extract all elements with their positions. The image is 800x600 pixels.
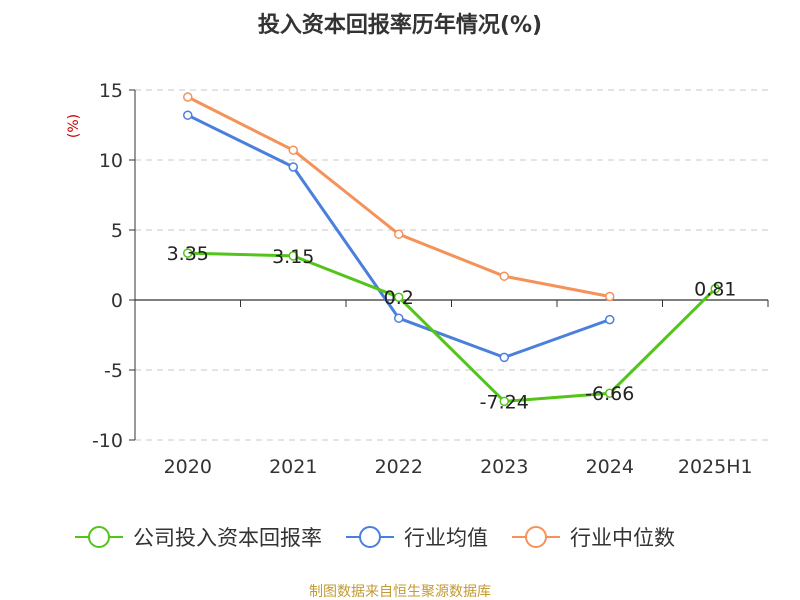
data-point [394,229,404,239]
y-tick-label: 5 [111,220,123,242]
data-point [499,396,509,407]
x-tick-label: 2024 [586,456,634,478]
x-tick-label: 2025H1 [678,456,753,478]
data-label: 3.15 [272,246,314,268]
y-axis-label: (%) [66,114,82,138]
y-tick-label: 0 [111,290,123,312]
data-point [605,388,615,398]
data-point [605,291,615,302]
data-point [183,248,193,258]
y-tick-label: 10 [99,150,123,172]
data-label: -7.24 [480,391,529,413]
data-point [499,352,509,363]
data-point [394,313,404,323]
data-point [183,110,193,120]
legend-label: 行业中位数 [570,526,675,550]
data-point [394,292,404,302]
data-label: 0.2 [384,287,414,309]
data-label: 3.35 [167,243,209,265]
legend-label: 行业均值 [404,526,488,550]
data-point [183,92,193,102]
data-point [288,162,298,172]
data-labels: 3.35 3.15 0.2 -7.24 -6.66 0.81 [167,243,737,413]
y-tick-label: -5 [104,360,123,382]
data-label: -6.66 [585,383,634,405]
legend-marker [359,526,381,548]
chart-title: 投入资本回报率历年情况(%) [258,12,542,38]
series-line [187,95,611,298]
legend-marker [525,526,547,548]
data-point [288,251,298,261]
legend: 公司投入资本回报率 行业均值 行业中位数 [75,526,675,550]
x-tick-label: 2020 [164,456,212,478]
legend-label: 公司投入资本回报率 [133,526,322,550]
grid [135,89,768,441]
data-point [499,271,509,281]
data-label: 0.81 [694,279,736,301]
y-tick-label: 15 [99,80,123,102]
data-point [710,283,720,294]
x-tick-label: 2022 [375,456,423,478]
data-point [605,314,615,325]
plot-area [183,92,720,407]
axes: 15 10 5 0 -5 -10 2020 2021 2022 2023 2024 2025H1 [92,80,769,478]
series-line [187,251,717,403]
x-tick-label: 2021 [269,456,317,478]
y-tick-label: -10 [92,430,123,452]
legend-marker [88,526,110,548]
x-tick-label: 2023 [480,456,528,478]
source-note: 制图数据来自恒生聚源数据库 [309,584,491,600]
data-point [288,145,298,155]
